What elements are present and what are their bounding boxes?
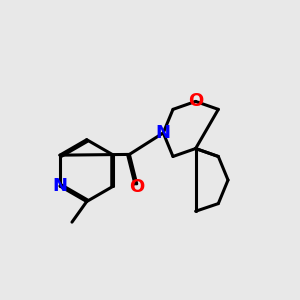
Text: N: N [52, 177, 68, 195]
Text: O: O [188, 92, 203, 110]
Text: O: O [129, 178, 144, 196]
Text: N: N [156, 124, 171, 142]
